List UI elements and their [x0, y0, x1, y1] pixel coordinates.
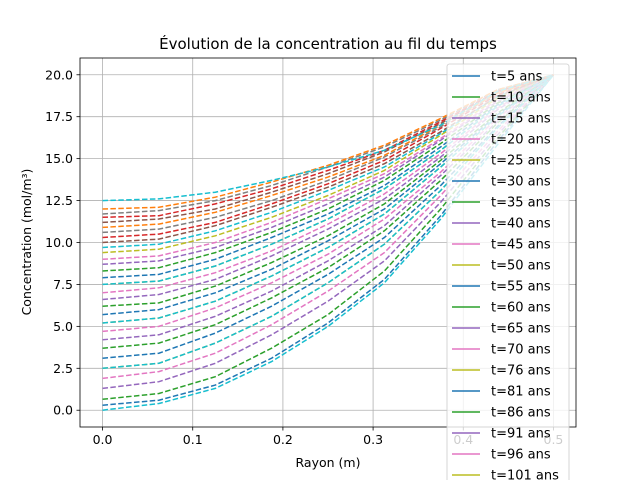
y-axis-ticks: 0.0 2.5 5.0 7.5 10.0 12.5 15.0 17.5 20.0	[45, 67, 80, 418]
chart-title: Évolution de la concentration au fil du …	[159, 34, 497, 53]
series-line	[102, 74, 554, 234]
series-line	[102, 74, 554, 333]
legend-label: t=20 ans	[491, 133, 551, 148]
y-tick-label: 10.0	[45, 235, 73, 250]
series-line	[102, 74, 555, 359]
x-axis-label: Rayon (m)	[296, 455, 361, 470]
legend-label: t=65 ans	[491, 322, 551, 337]
y-tick-label: 2.5	[53, 361, 73, 376]
series-line	[102, 74, 554, 316]
x-tick-label: 0.2	[273, 432, 293, 447]
y-axis-label: Concentration (mol/m³)	[19, 169, 34, 316]
y-tick-label: 5.0	[53, 319, 73, 334]
y-tick-label: 12.5	[45, 193, 73, 208]
y-tick-label: 0.0	[53, 403, 73, 418]
legend-label: t=50 ans	[491, 259, 551, 274]
series-line	[102, 74, 554, 286]
x-tick-label: 0.1	[183, 432, 203, 447]
legend-label: t=5 ans	[491, 70, 543, 85]
legend-label: t=15 ans	[491, 112, 551, 127]
legend: t=5 ans t=10 ans t=15 ans t=20 ans t=25 ans t…	[446, 63, 570, 480]
legend-label: t=35 ans	[491, 196, 551, 211]
series-line	[102, 74, 554, 202]
legend-label: t=86 ans	[491, 406, 551, 421]
legend-label: t=70 ans	[491, 343, 551, 358]
legend-label: t=60 ans	[491, 301, 551, 316]
legend-label: t=76 ans	[491, 364, 551, 379]
y-tick-label: 20.0	[45, 67, 73, 82]
legend-label: t=25 ans	[491, 154, 551, 169]
x-tick-label: 0.0	[93, 432, 113, 447]
legend-label: t=55 ans	[491, 280, 551, 295]
x-tick-label: 0.3	[363, 432, 383, 447]
legend-label: t=96 ans	[491, 448, 551, 463]
legend-label: t=30 ans	[491, 175, 551, 190]
series-line	[102, 74, 554, 239]
y-tick-label: 7.5	[53, 277, 73, 292]
series-line	[102, 74, 555, 380]
legend-label: t=91 ans	[491, 427, 551, 442]
series-line	[102, 74, 554, 261]
legend-label: t=40 ans	[491, 217, 551, 232]
legend-label: t=45 ans	[491, 238, 551, 253]
legend-box	[446, 63, 570, 480]
y-tick-label: 17.5	[45, 109, 73, 124]
legend-label: t=101 ans	[491, 469, 559, 480]
legend-label: t=81 ans	[491, 385, 551, 400]
legend-label: t=10 ans	[491, 91, 551, 106]
series-line	[102, 74, 554, 266]
y-tick-label: 15.0	[45, 151, 73, 166]
